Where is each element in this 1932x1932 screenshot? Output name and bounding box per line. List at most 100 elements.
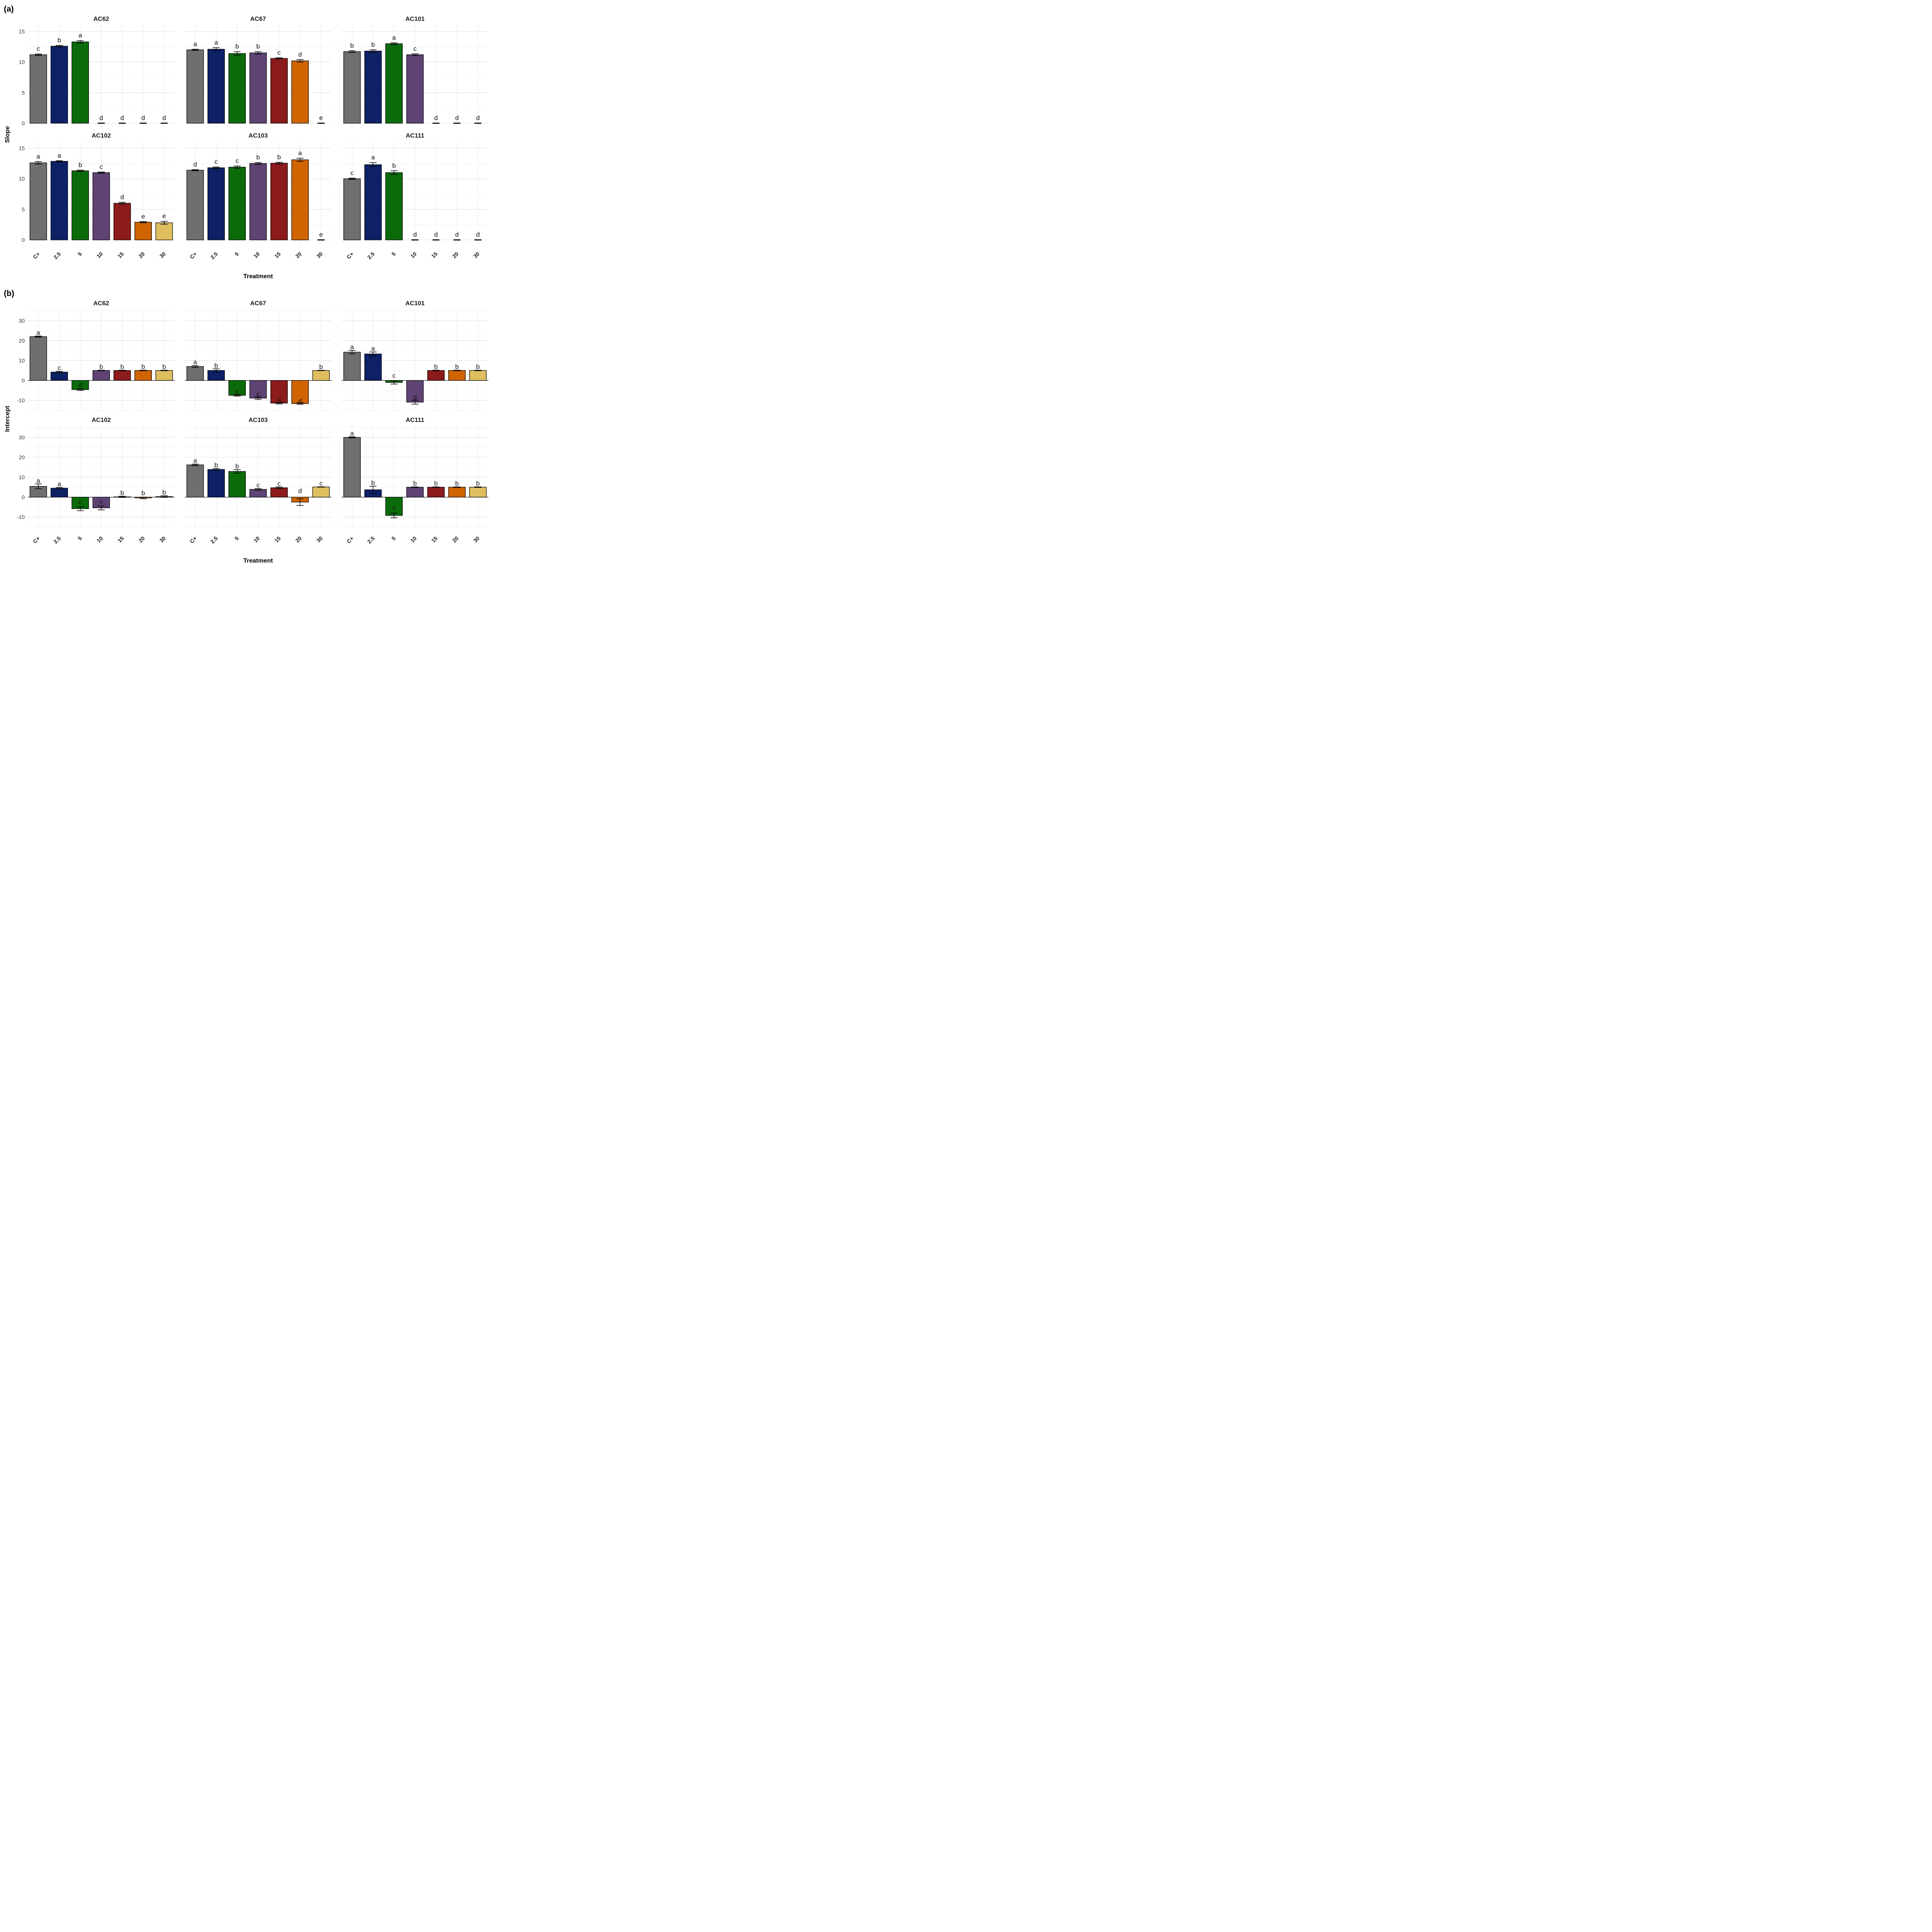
error-bar: [254, 51, 262, 54]
sig-letter: b: [476, 480, 480, 487]
bar-AC111-5: [385, 172, 403, 240]
bar-AC103-15: [270, 163, 288, 240]
y-tick-label: 15: [19, 145, 25, 151]
error-bar: [349, 178, 356, 180]
sig-letter: b: [277, 153, 281, 161]
sig-letter: b: [214, 461, 218, 469]
error-bar: [139, 221, 147, 223]
error-bar: [119, 496, 126, 498]
sig-letter: b: [162, 363, 166, 371]
sig-letter: b: [235, 43, 239, 50]
sig-letter: a: [193, 359, 197, 366]
bar-AC67-C+: [186, 366, 204, 381]
error-bar: [276, 402, 283, 405]
bar-AC62-2.5: [51, 372, 68, 381]
facet-title: AC102: [92, 133, 111, 139]
sig-letter: d: [141, 114, 145, 121]
sig-letter: d: [455, 114, 459, 121]
error-bar: [254, 488, 262, 491]
sig-letter: c: [58, 364, 61, 372]
error-bar: [77, 506, 84, 511]
sig-letter: c: [413, 45, 417, 52]
error-bar: [119, 202, 126, 205]
sig-letter: c: [277, 480, 281, 487]
sig-letter: c: [78, 498, 82, 506]
error-bar: [349, 50, 356, 53]
error-bar: [411, 486, 419, 488]
error-bar: [276, 57, 283, 60]
error-bar: [213, 167, 220, 169]
error-bar: [233, 51, 241, 56]
bar-AC101-C+: [343, 352, 361, 381]
sig-letter: b: [99, 363, 103, 371]
error-bar: [432, 486, 440, 488]
y-tick-label: 30: [19, 318, 25, 324]
sig-letter: d: [434, 231, 438, 238]
bar-AC111-10: [406, 487, 424, 498]
bar-AC101-10: [406, 54, 424, 124]
facet-title: AC111: [406, 133, 424, 139]
bar-AC111-5: [385, 497, 403, 516]
sig-letter: b: [434, 480, 438, 487]
bar-AC102-5: [71, 170, 89, 240]
sig-letter: c: [100, 498, 103, 505]
bar-AC67-10: [249, 380, 267, 399]
bar-AC67-20: [291, 60, 309, 124]
sig-letter: a: [371, 154, 375, 161]
error-bar: [453, 486, 461, 488]
error-bar: [139, 497, 147, 499]
facet-ac62-b: AC62 a c d b b b b -10 0 10 20 30: [17, 300, 175, 412]
bar-AC103-C+: [186, 464, 204, 498]
facet-title: AC101: [405, 300, 425, 307]
bar-AC111-30: [469, 487, 487, 498]
error-bar: [139, 370, 147, 371]
sig-letter: b: [434, 363, 438, 371]
sig-letter: e: [319, 114, 323, 121]
sig-letter: b: [371, 41, 375, 48]
sig-letter: b: [371, 479, 375, 486]
error-bar: [411, 400, 419, 405]
error-bar: [390, 170, 398, 175]
facet-title: AC67: [250, 16, 266, 22]
error-bar: [56, 45, 63, 48]
error-bar: [192, 169, 199, 171]
error-bar: [35, 161, 42, 165]
bar-AC62-30: [155, 370, 173, 381]
sig-letter: b: [455, 480, 459, 487]
error-bar: [453, 370, 461, 371]
sig-letter: d: [434, 114, 438, 121]
facet-title: AC101: [405, 16, 425, 22]
error-bar: [349, 436, 356, 439]
bar-AC102-30: [155, 222, 173, 240]
sig-letter: d: [277, 397, 281, 405]
bar-AC111-2.5: [364, 164, 382, 240]
error-bar: [213, 368, 220, 372]
bar-AC103-5: [228, 471, 246, 498]
sig-letter: a: [58, 480, 61, 488]
y-tick-label: 10: [19, 176, 25, 182]
bar-AC103-20: [291, 159, 309, 240]
sig-letter: b: [455, 363, 459, 371]
sig-letter: a: [193, 40, 197, 48]
sig-letter: b: [162, 489, 166, 496]
error-bar: [35, 53, 42, 56]
sig-letter: c: [257, 390, 260, 398]
y-tick-label: 5: [22, 90, 25, 96]
y-tick-label: 20: [19, 454, 25, 460]
bar-AC102-20: [134, 222, 152, 240]
x-axis-title-a: Treatment: [243, 273, 273, 280]
bar-AC111-20: [448, 487, 466, 498]
y-tick-label: 20: [19, 337, 25, 344]
bar-AC67-30: [312, 370, 330, 381]
sig-letter: a: [298, 150, 302, 157]
sig-letter: b: [121, 363, 124, 371]
bar-AC102-15: [113, 203, 131, 240]
sig-letter: a: [36, 477, 40, 484]
error-bar: [276, 486, 283, 489]
bar-AC67-15: [270, 380, 288, 403]
error-bar: [233, 469, 241, 474]
sig-letter: b: [256, 43, 260, 50]
